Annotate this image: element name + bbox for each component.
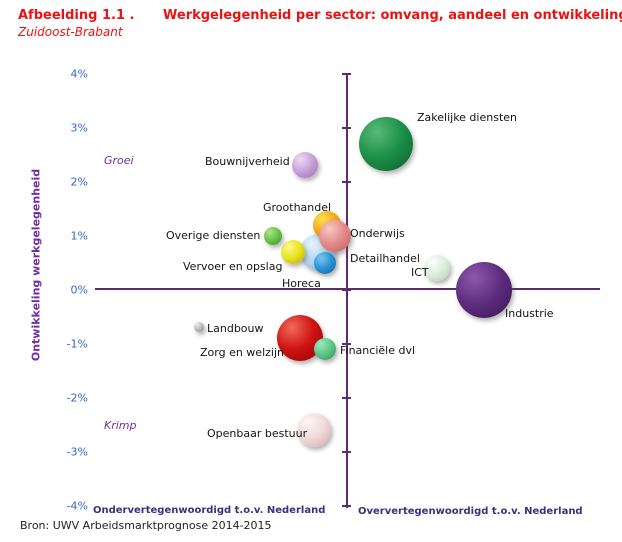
bubble-onderwijs	[319, 219, 351, 252]
quadrant-label-krimp: Krimp	[104, 419, 137, 432]
bubble-label-groothandel: Groothandel	[263, 201, 332, 214]
x-axis-label-right: Oververtegenwoordigd t.o.v. Nederland	[358, 506, 583, 517]
source-note: Bron: UWV Arbeidsmarktprognose 2014-2015	[20, 519, 272, 532]
bubble-label-horeca: Horeca	[282, 277, 321, 290]
bubble-horeca	[314, 251, 336, 274]
bubble-label-openbaar-bestuur: Openbaar bestuur	[207, 427, 308, 440]
chart-title: Werkgelegenheid per sector: omvang, aand…	[163, 8, 622, 23]
y-tick-label-2: 2%	[70, 175, 88, 188]
bubble-bouwnijverheid	[292, 152, 318, 179]
y-tick-label--2: -2%	[66, 391, 88, 404]
figure-region: Zuidoost-Brabant	[18, 25, 123, 39]
bubble-label-ict: ICT	[411, 266, 429, 279]
bubble-label-zakelijke-diensten: Zakelijke diensten	[417, 111, 517, 124]
y-tick-label-0: 0%	[70, 283, 88, 296]
y-tick-label-1: 1%	[70, 229, 88, 242]
y-tick-label-4: 4%	[70, 67, 88, 80]
bubble-label-zorg-en-welzijn: Zorg en welzijn	[200, 346, 284, 359]
y-axis-title: Ontwikkeling werkgelegenheid	[29, 168, 43, 362]
bubble-label-landbouw: Landbouw	[207, 322, 264, 335]
bubble-label-financi-le-dvl: Financiële dvl	[340, 344, 416, 357]
bubble-landbouw	[194, 322, 204, 333]
y-tick-label--4: -4%	[66, 499, 88, 512]
quadrant-label-groei: Groei	[104, 154, 134, 167]
x-axis-label-left: Ondervertegenwoordigd t.o.v. Nederland	[93, 505, 326, 516]
bubble-industrie	[456, 261, 512, 318]
y-center-axis-line	[346, 73, 348, 508]
bubble-ict	[424, 254, 450, 281]
bubble-label-detailhandel: Detailhandel	[350, 252, 420, 265]
y-tick-label--3: -3%	[66, 445, 88, 458]
figure-label: Afbeelding 1.1 .	[18, 8, 135, 23]
bubble-label-bouwnijverheid: Bouwnijverheid	[205, 155, 290, 168]
bubble-label-vervoer-en-opslag: Vervoer en opslag	[183, 260, 283, 273]
bubble-vervoer-en-opslag	[281, 239, 305, 264]
y-tick-label-3: 3%	[70, 121, 88, 134]
y-tick-label--1: -1%	[66, 337, 88, 350]
bubble-label-industrie: Industrie	[505, 307, 554, 320]
bubble-label-overige-diensten: Overige diensten	[166, 229, 261, 242]
bubble-zakelijke-diensten	[359, 116, 413, 171]
bubble-label-onderwijs: Onderwijs	[350, 227, 405, 240]
bubble-overige-diensten	[264, 226, 282, 245]
bubble-financi-le-dvl	[314, 337, 336, 360]
bubble-openbaar-bestuur	[297, 412, 331, 447]
